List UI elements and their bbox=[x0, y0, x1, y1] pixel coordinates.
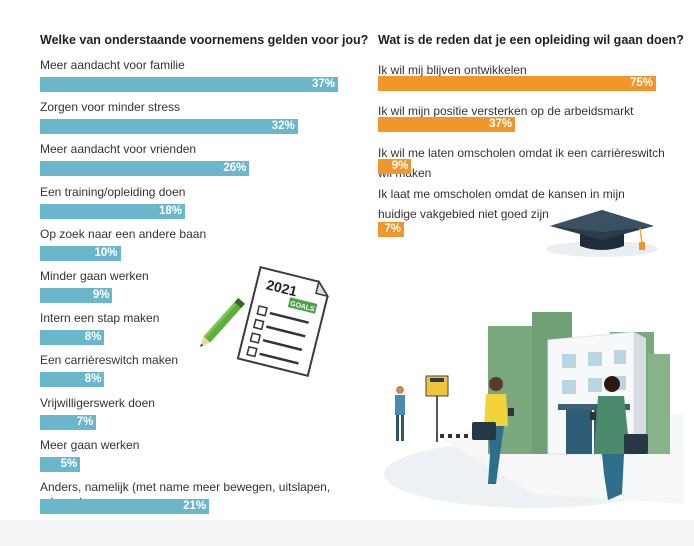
right-bar-label: Ik wil me laten omscholen omdat ik een c… bbox=[378, 146, 665, 180]
left-bar-label: Minder gaan werken bbox=[40, 269, 149, 283]
left-bar-label: Meer gaan werken bbox=[40, 437, 140, 452]
left-bar: 32% bbox=[40, 119, 298, 135]
left-bar: 21% bbox=[40, 499, 210, 514]
left-bar-value: 37% bbox=[311, 78, 335, 90]
svg-text:2021: 2021 bbox=[265, 276, 299, 299]
left-bar-label: Meer aandacht voor familie bbox=[40, 58, 185, 72]
left-bar-label: Meer aandacht voor vrienden bbox=[40, 142, 197, 157]
graduation-cap-icon bbox=[546, 210, 658, 257]
campus-scene-icon bbox=[384, 312, 684, 508]
left-bar-label: Een training/opleiding doen bbox=[40, 184, 186, 199]
goals-notepad-icon: 2021 GOALS bbox=[236, 265, 330, 378]
right-chart-title: Wat is de reden dat je een opleiding wil… bbox=[378, 33, 684, 47]
left-bar-label: Een carrièreswitch maken bbox=[40, 353, 179, 368]
left-bar-value: 5% bbox=[60, 457, 78, 470]
left-bar-value: 32% bbox=[271, 120, 295, 133]
left-bar-label: Intern een stap maken bbox=[40, 311, 160, 326]
left-bar-value: 8% bbox=[84, 373, 102, 386]
left-bar-label: Vrijwilligerswerk doen bbox=[40, 395, 155, 410]
left-bar: 5% bbox=[40, 456, 81, 472]
pencil-icon bbox=[200, 297, 246, 347]
left-bar: 26% bbox=[40, 161, 250, 177]
right-bar-label: Ik laat me omscholen omdat de kansen in … bbox=[378, 187, 625, 221]
right-bar-label: Ik wil mij blijven ontwikkelen bbox=[378, 63, 527, 77]
left-bar: 8% bbox=[40, 372, 105, 388]
right-bar-value: 7% bbox=[384, 223, 401, 235]
left-bar: 7% bbox=[40, 414, 97, 430]
left-bar-value: 9% bbox=[92, 289, 110, 301]
right-bar: 37% bbox=[378, 117, 516, 132]
right-bar-label: Ik wil mijn positie versterken op de arb… bbox=[378, 104, 634, 118]
left-bar: 37% bbox=[40, 77, 338, 92]
left-bar: 8% bbox=[40, 330, 105, 346]
left-bar-value: 18% bbox=[158, 204, 182, 217]
right-bar-value: 9% bbox=[391, 160, 409, 172]
left-bar-label: Zorgen voor minder stress bbox=[40, 100, 181, 115]
left-bar: 10% bbox=[40, 245, 121, 261]
left-bar-value: 10% bbox=[94, 246, 118, 259]
left-bar: 18% bbox=[40, 203, 185, 219]
left-bar: 9% bbox=[40, 288, 113, 303]
right-bar: 75% bbox=[378, 76, 656, 91]
left-chart-title: Welke van onderstaande voornemens gelden… bbox=[40, 33, 369, 47]
right-bar: 7% bbox=[378, 222, 404, 237]
right-bar: 9% bbox=[378, 159, 412, 174]
left-bar-label: Op zoek naar een andere baan bbox=[40, 226, 207, 241]
right-bar-value: 37% bbox=[489, 118, 513, 130]
left-bar-value: 7% bbox=[76, 415, 94, 428]
right-bar-value: 75% bbox=[629, 77, 653, 89]
left-bar-value: 21% bbox=[183, 500, 207, 512]
bottom-band bbox=[0, 520, 694, 546]
left-bar-value: 8% bbox=[84, 331, 102, 344]
left-bar-value: 26% bbox=[223, 162, 247, 175]
